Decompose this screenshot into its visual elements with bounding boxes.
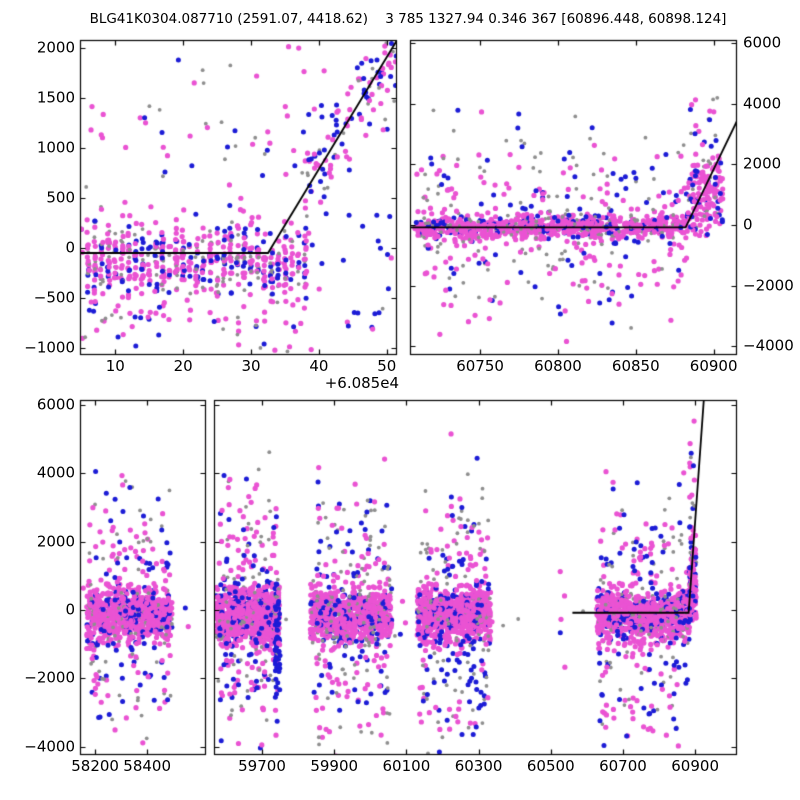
x-tick-label: 60900	[689, 357, 738, 375]
x-tick-label: 58200	[71, 757, 119, 775]
x-tick-label: 60100	[382, 757, 431, 775]
y-tick-label: −4000	[24, 737, 75, 756]
y-tick-label: −1000	[24, 338, 75, 357]
x-tick-label: 60750	[456, 357, 504, 375]
y-tick-label: 0	[65, 600, 75, 619]
x-tick-label: 60700	[599, 757, 647, 775]
x-tick-label: 40	[309, 357, 329, 375]
y-tick-label: 500	[46, 188, 75, 207]
x-tick-label: 10	[105, 357, 125, 375]
y-tick-label: −4000	[743, 336, 794, 355]
x-tick-label: 59700	[238, 757, 286, 775]
y-tick-label: 2000	[36, 532, 75, 551]
x-tick-label: 20	[173, 357, 193, 375]
x-tick-label: 58400	[123, 757, 172, 775]
y-tick-label: 0	[65, 238, 75, 257]
y-tick-label: 6000	[36, 395, 75, 414]
axis-offset-label: +6.085e4	[324, 374, 399, 392]
y-tick-label: −2000	[743, 276, 794, 295]
x-tick-label: 59900	[310, 757, 359, 775]
y-tick-label: 6000	[743, 33, 782, 52]
figure-title: BLG41K0304.087710 (2591.07, 4418.62) 3 7…	[89, 11, 727, 27]
y-tick-label: −2000	[24, 668, 75, 687]
y-tick-label: 1000	[36, 138, 75, 157]
y-tick-label: 4000	[36, 463, 75, 482]
y-tick-label: 1500	[36, 88, 75, 107]
y-tick-label: 2000	[743, 154, 782, 173]
y-tick-label: 0	[743, 215, 753, 234]
x-tick-label: 60900	[671, 757, 719, 775]
y-tick-label: −500	[33, 288, 75, 307]
y-tick-label: 2000	[36, 38, 75, 57]
y-tick-label: 4000	[743, 94, 782, 113]
x-tick-label: 60850	[611, 357, 660, 375]
x-tick-label: 50	[377, 357, 397, 375]
x-tick-label: 60300	[454, 757, 503, 775]
x-tick-label: 60800	[534, 357, 582, 375]
x-tick-label: 60500	[526, 757, 575, 775]
x-tick-label: 30	[241, 357, 261, 375]
